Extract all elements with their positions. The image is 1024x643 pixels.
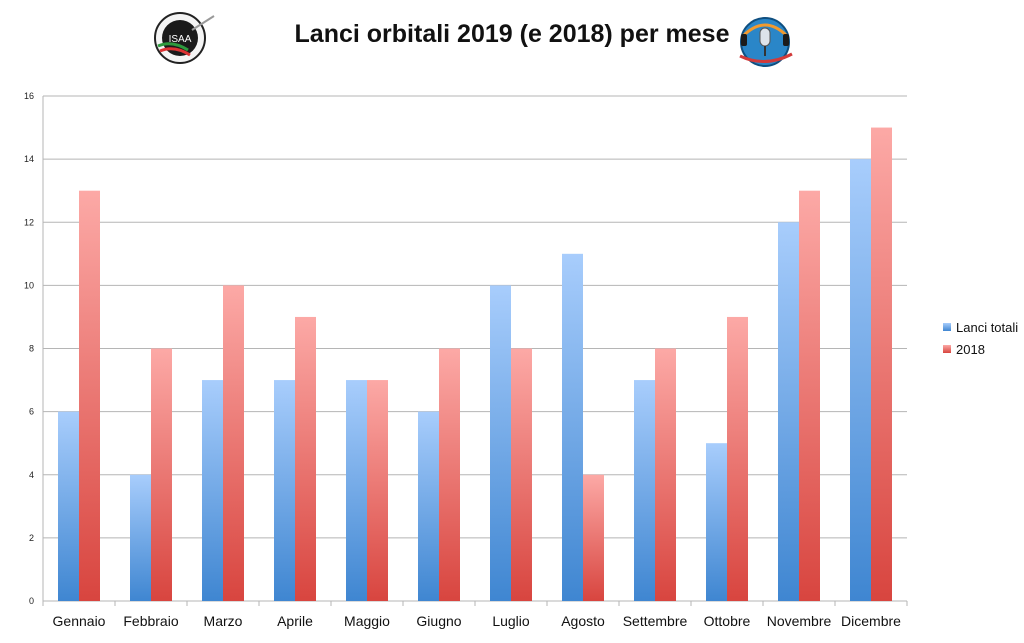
legend-label: 2018	[956, 342, 985, 357]
x-tick-label: Aprile	[277, 613, 313, 629]
bar-2018-febbraio	[151, 348, 172, 601]
bar-lanci-totali-giugno	[418, 411, 439, 601]
bar-2018-agosto	[583, 474, 604, 601]
bar-2018-ottobre	[727, 316, 748, 601]
bar-lanci-totali-maggio	[346, 380, 367, 601]
bar-2018-giugno	[439, 348, 460, 601]
bar-2018-settembre	[655, 348, 676, 601]
bar-2018-novembre	[799, 190, 820, 601]
x-tick-label: Luglio	[492, 613, 530, 629]
bar-2018-luglio	[511, 348, 532, 601]
bar-2018-marzo	[223, 285, 244, 601]
svg-text:ISAA: ISAA	[169, 34, 192, 45]
x-tick-label: Ottobre	[704, 613, 751, 629]
bar-lanci-totali-luglio	[490, 285, 511, 601]
bar-lanci-totali-settembre	[634, 380, 655, 601]
bar-2018-aprile	[295, 316, 316, 601]
y-tick-label: 8	[29, 344, 34, 354]
y-tick-label: 16	[24, 91, 34, 101]
y-tick-label: 4	[29, 470, 34, 480]
axes: 0 2 4 6 8 10 12 14 16 Gennaio Febbraio Marzo Aprile M…	[24, 91, 908, 629]
bar-2018-gennaio	[79, 190, 100, 601]
x-tick-label: Maggio	[344, 613, 390, 629]
x-tick-label: Settembre	[623, 613, 688, 629]
legend-swatch	[943, 345, 951, 353]
bar-lanci-totali-agosto	[562, 253, 583, 601]
x-tick-label: Agosto	[561, 613, 605, 629]
y-tick-label: 2	[29, 533, 34, 543]
x-tick-label: Giugno	[416, 613, 461, 629]
x-tick-label: Marzo	[204, 613, 243, 629]
x-tick-label: Dicembre	[841, 613, 901, 629]
y-tick-label: 6	[29, 407, 34, 417]
chart-title: Lanci orbitali 2019 (e 2018) per mese	[294, 20, 730, 48]
y-tick-label: 12	[24, 217, 34, 227]
bar-lanci-totali-gennaio	[58, 411, 79, 601]
legend-label: Lanci totali	[956, 320, 1018, 335]
isaa-logo: ISAA	[154, 12, 215, 64]
bar-lanci-totali-ottobre	[706, 443, 727, 601]
radio-microphone-logo	[739, 17, 793, 67]
bar-2018-dicembre	[871, 127, 892, 601]
y-tick-label: 10	[24, 280, 34, 290]
y-tick-label: 14	[24, 154, 34, 164]
x-tick-label: Febbraio	[123, 613, 178, 629]
bar-lanci-totali-febbraio	[130, 474, 151, 601]
y-tick-label: 0	[29, 596, 34, 606]
bars	[58, 127, 892, 601]
grid	[43, 95, 907, 602]
legend-swatch	[943, 323, 951, 331]
legend: Lanci totali 2018	[943, 320, 1018, 357]
bar-lanci-totali-novembre	[778, 222, 799, 601]
bar-2018-maggio	[367, 380, 388, 601]
x-tick-label: Novembre	[767, 613, 832, 629]
bar-lanci-totali-aprile	[274, 380, 295, 601]
bar-lanci-totali-marzo	[202, 380, 223, 601]
x-tick-label: Gennaio	[53, 613, 106, 629]
bar-lanci-totali-dicembre	[850, 159, 871, 601]
